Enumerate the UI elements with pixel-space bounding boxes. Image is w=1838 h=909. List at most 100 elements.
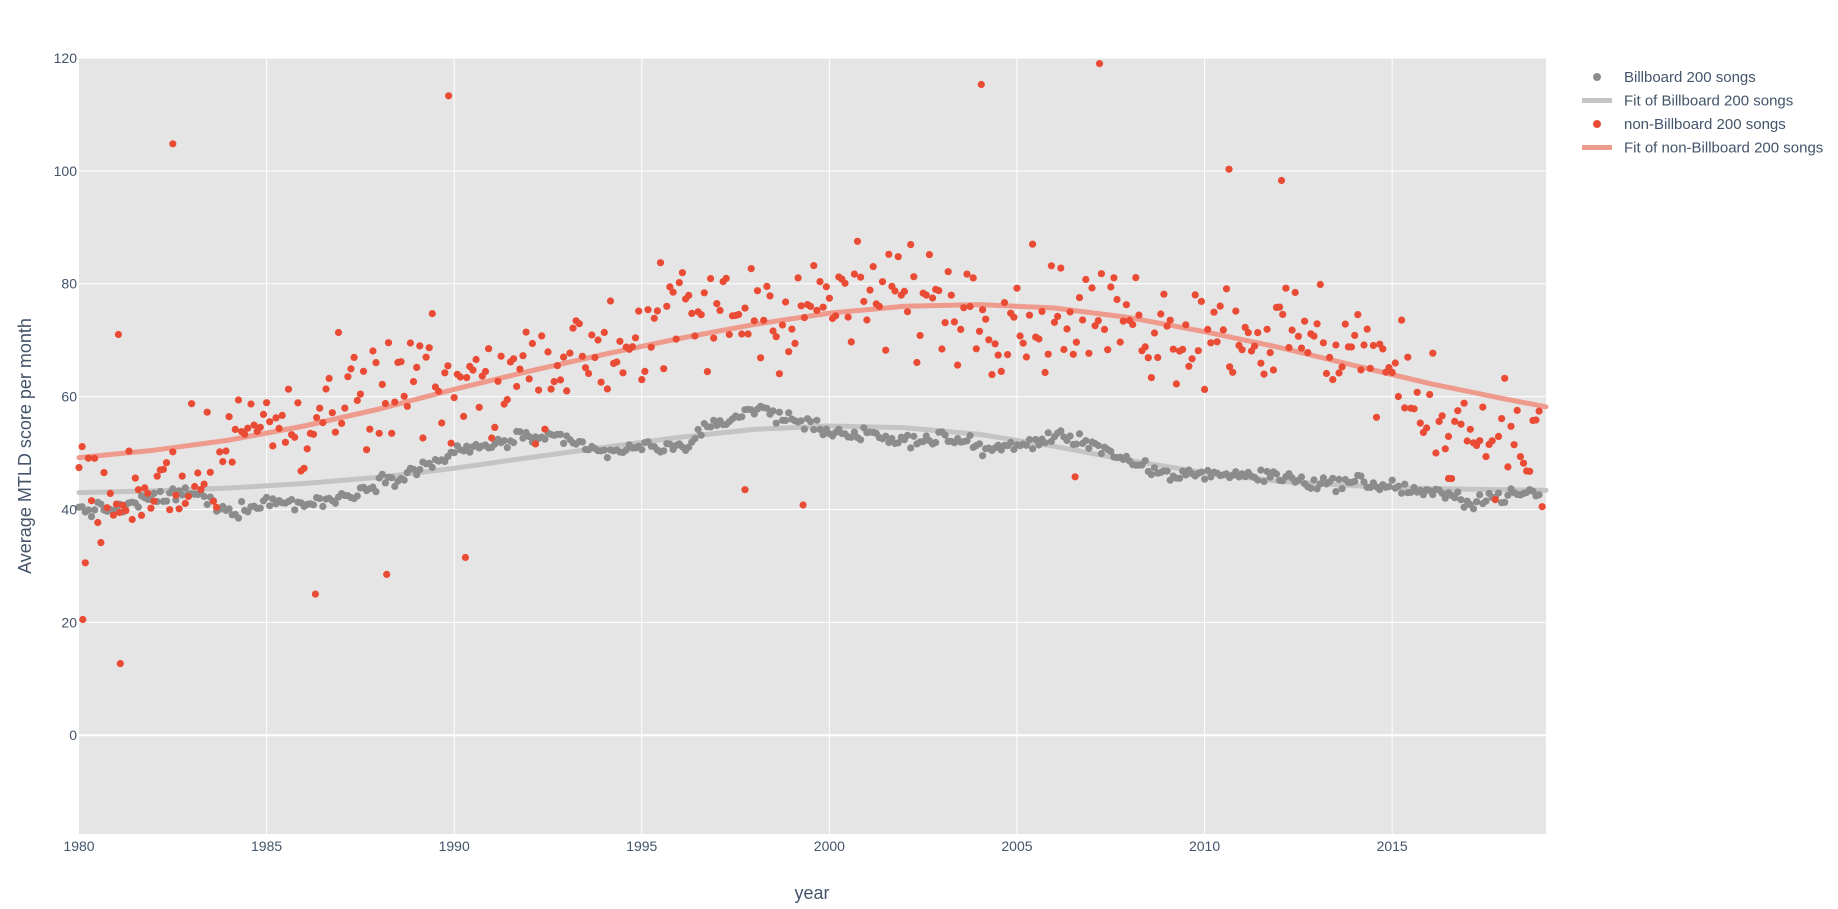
data-point[interactable] <box>319 502 327 510</box>
data-point[interactable] <box>1141 457 1149 465</box>
data-point[interactable] <box>1260 477 1268 485</box>
data-point[interactable] <box>1494 432 1503 440</box>
data-point[interactable] <box>1241 323 1249 331</box>
data-point[interactable] <box>788 325 796 333</box>
data-point[interactable] <box>181 499 189 507</box>
data-point[interactable] <box>1266 473 1274 481</box>
data-point[interactable] <box>925 251 934 259</box>
data-point[interactable] <box>378 470 386 478</box>
data-point[interactable] <box>1504 463 1512 471</box>
data-point[interactable] <box>1332 341 1340 349</box>
data-point[interactable] <box>600 328 608 336</box>
data-point[interactable] <box>445 92 453 100</box>
data-point[interactable] <box>1266 349 1274 357</box>
data-point[interactable] <box>560 439 568 447</box>
data-point[interactable] <box>782 416 790 425</box>
data-point[interactable] <box>372 359 380 367</box>
data-point[interactable] <box>278 411 286 419</box>
data-point[interactable] <box>581 364 590 372</box>
data-point[interactable] <box>1213 338 1221 346</box>
data-point[interactable] <box>1516 453 1524 461</box>
data-point[interactable] <box>1057 427 1065 435</box>
data-point[interactable] <box>466 448 474 456</box>
data-point[interactable] <box>1335 475 1343 483</box>
data-point[interactable] <box>1510 441 1518 449</box>
data-point[interactable] <box>819 303 827 311</box>
data-point[interactable] <box>391 482 399 490</box>
data-point[interactable] <box>913 358 921 367</box>
data-point[interactable] <box>416 342 424 350</box>
data-point[interactable] <box>575 320 583 328</box>
data-point[interactable] <box>325 374 333 382</box>
data-point[interactable] <box>710 334 718 342</box>
data-point[interactable] <box>1232 307 1240 315</box>
legend-item[interactable]: Fit of Billboard 200 songs <box>1582 93 1793 110</box>
data-point[interactable] <box>1047 262 1055 270</box>
data-point[interactable] <box>322 385 330 393</box>
data-point[interactable] <box>444 362 452 370</box>
data-point[interactable] <box>84 506 92 514</box>
data-point[interactable] <box>997 367 1005 375</box>
data-point[interactable] <box>291 506 299 514</box>
data-point[interactable] <box>1401 404 1409 412</box>
data-point[interactable] <box>81 559 89 567</box>
data-point[interactable] <box>603 385 612 393</box>
data-point[interactable] <box>813 306 821 314</box>
data-point[interactable] <box>363 446 371 454</box>
data-point[interactable] <box>591 353 599 362</box>
data-point[interactable] <box>878 278 887 286</box>
data-point[interactable] <box>1107 283 1115 291</box>
data-point[interactable] <box>966 431 974 440</box>
data-point[interactable] <box>1141 343 1149 351</box>
data-point[interactable] <box>907 241 915 249</box>
data-point[interactable] <box>1232 468 1240 476</box>
data-point[interactable] <box>131 474 139 482</box>
data-point[interactable] <box>1044 429 1052 437</box>
data-point[interactable] <box>707 275 715 283</box>
data-point[interactable] <box>1000 299 1009 307</box>
data-point[interactable] <box>288 496 296 504</box>
data-point[interactable] <box>1122 301 1130 309</box>
data-point[interactable] <box>91 454 99 462</box>
data-point[interactable] <box>977 80 985 89</box>
data-point[interactable] <box>531 440 540 448</box>
data-point[interactable] <box>794 274 802 282</box>
data-point[interactable] <box>1150 329 1159 337</box>
data-point[interactable] <box>194 469 202 477</box>
data-point[interactable] <box>1301 317 1309 325</box>
data-point[interactable] <box>628 343 637 351</box>
data-point[interactable] <box>213 503 221 511</box>
data-point[interactable] <box>259 410 268 418</box>
data-point[interactable] <box>150 497 158 505</box>
data-point[interactable] <box>1238 346 1246 354</box>
data-point[interactable] <box>400 476 408 484</box>
data-point[interactable] <box>1110 274 1118 282</box>
data-point[interactable] <box>475 403 483 411</box>
data-point[interactable] <box>309 430 318 438</box>
data-point[interactable] <box>197 485 205 493</box>
data-point[interactable] <box>1257 359 1265 367</box>
data-point[interactable] <box>1100 325 1109 333</box>
data-point[interactable] <box>1351 331 1359 339</box>
data-point[interactable] <box>1451 494 1459 502</box>
data-point[interactable] <box>807 418 815 426</box>
data-point[interactable] <box>397 358 405 366</box>
data-point[interactable] <box>994 351 1002 359</box>
data-point[interactable] <box>388 429 396 437</box>
data-point[interactable] <box>735 310 743 319</box>
data-point[interactable] <box>1351 477 1359 485</box>
data-point[interactable] <box>216 448 224 456</box>
data-point[interactable] <box>500 437 508 445</box>
data-point[interactable] <box>1075 430 1084 438</box>
data-point[interactable] <box>94 518 102 527</box>
data-point[interactable] <box>125 447 133 455</box>
data-point[interactable] <box>1204 466 1212 475</box>
data-point[interactable] <box>381 479 389 487</box>
data-point[interactable] <box>1319 474 1327 482</box>
data-point[interactable] <box>903 308 912 316</box>
data-point[interactable] <box>613 358 621 366</box>
data-point[interactable] <box>281 438 289 446</box>
data-point[interactable] <box>1060 345 1068 354</box>
series-0-markers[interactable] <box>75 402 1543 522</box>
data-point[interactable] <box>1041 368 1049 377</box>
